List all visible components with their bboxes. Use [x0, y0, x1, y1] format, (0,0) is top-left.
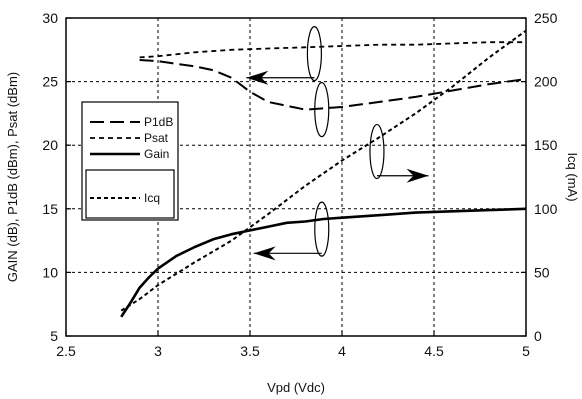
annotation-arrow-icq-head	[406, 168, 429, 183]
x-tick-label: 4.5	[424, 343, 444, 359]
legend-label-gain: Gain	[144, 147, 169, 161]
series-line-psat	[139, 41, 526, 59]
annotation-ellipse-p1db	[314, 81, 330, 138]
annotation-arrow-gain-head	[253, 246, 276, 261]
annotation-ellipse-psat	[306, 26, 322, 82]
series-line-p1db	[139, 59, 527, 111]
series-line-gain	[120, 207, 527, 318]
y2-tick-label: 50	[534, 264, 550, 280]
y2-tick-label: 0	[534, 328, 542, 344]
legend-label-icq: Icq	[144, 191, 160, 205]
y-tick-label: 30	[42, 10, 58, 26]
x-tick-label: 2.5	[56, 343, 76, 359]
y-tick-label: 5	[50, 328, 58, 344]
y2-tick-label: 250	[534, 10, 558, 26]
annotation-ellipse-gain	[314, 201, 330, 257]
y2-tick-label: 200	[534, 74, 558, 90]
plot-frame	[65, 17, 527, 337]
annotation-ellipse-icq	[369, 123, 385, 180]
x-tick-label: 3.5	[240, 343, 260, 359]
x-tick-label: 5	[522, 343, 530, 359]
series-lines	[120, 29, 527, 318]
legend-label-p1db: P1dB	[144, 115, 173, 129]
legend-box-lower	[85, 169, 175, 219]
tick-labels: 2.5 3 3.5 4 4.5 5 5 10 15 20 25 30 0 50 100 150 200 250	[42, 10, 557, 359]
annotation-arrow-psat-head	[246, 70, 269, 85]
legend-label-psat: Psat	[144, 131, 169, 145]
y-tick-label: 20	[42, 137, 58, 153]
grid	[66, 18, 526, 336]
annotations	[246, 26, 429, 261]
x-tick-label: 4	[338, 343, 346, 359]
y-axis-label: GAIN (dB), P1dB (dBm), Psat (dBm)	[5, 72, 20, 282]
x-tick-label: 3	[154, 343, 162, 359]
series-line-icq	[120, 29, 527, 312]
y2-tick-label: 150	[534, 137, 558, 153]
y-tick-label: 10	[42, 264, 58, 280]
y2-tick-label: 100	[534, 201, 558, 217]
y-tick-label: 25	[42, 74, 58, 90]
x-axis-label: Vpd (Vdc)	[267, 380, 325, 395]
legend: P1dB Psat Gain Icq	[81, 101, 179, 221]
y-tick-label: 15	[42, 201, 58, 217]
y2-axis-label: Icq (mA)	[565, 152, 580, 201]
